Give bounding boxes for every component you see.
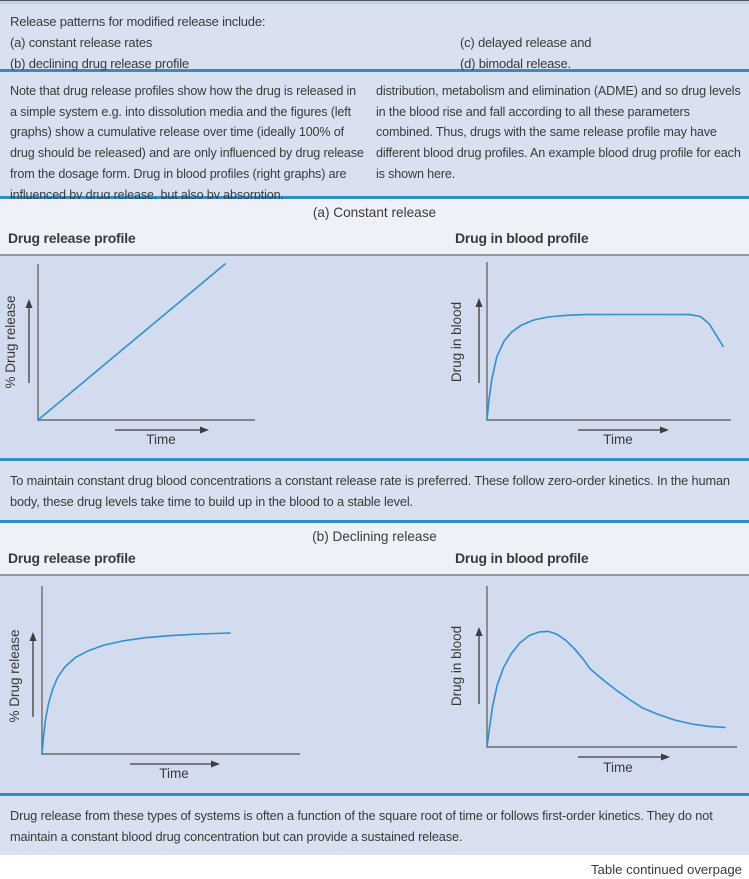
chart-constant-blood-profile: Drug in blood Time	[375, 256, 749, 463]
separator-line	[0, 574, 749, 576]
chart-declining-blood-profile: Drug in blood Time	[375, 576, 749, 798]
chart-axes	[486, 586, 737, 748]
note-right-text: distribution, metabolism and elimination…	[376, 84, 741, 181]
sketch-chart: % Drug release Time	[3, 263, 255, 447]
intro-item-d: (d) bimodal release.	[460, 56, 571, 71]
table-top-accent-strip	[0, 1, 749, 4]
data-curve	[41, 632, 231, 755]
separator-line	[0, 196, 749, 199]
sketch-chart: Drug in blood Time	[449, 586, 737, 775]
intro-title: Release patterns for modified release in…	[10, 14, 266, 29]
section-b-heading: (b) Declining release	[312, 529, 437, 544]
note-row: Note that drug release profiles show how…	[0, 72, 749, 202]
section-a-header: (a) Constant release Drug release profil…	[0, 199, 749, 254]
intro-item-c: (c) delayed release and	[460, 35, 592, 50]
separator-line	[0, 254, 749, 256]
sketch-chart: % Drug release Time	[7, 586, 300, 781]
separator-line	[0, 458, 749, 461]
chart-axes	[486, 262, 731, 421]
separator-line	[0, 520, 749, 523]
x-axis-label: Time	[603, 432, 633, 447]
sketch-chart: Drug in blood Time	[449, 262, 731, 447]
data-curve	[486, 313, 725, 421]
section-a-heading: (a) Constant release	[312, 205, 437, 220]
y-axis-label: Drug in blood	[449, 302, 464, 382]
separator-line	[0, 69, 749, 72]
x-axis-label: Time	[146, 432, 176, 447]
intro-item-a: (a) constant release rates	[10, 35, 153, 50]
section-a-chart-titles: Drug release profile Drug in blood profi…	[0, 230, 749, 247]
chart-axes	[37, 264, 255, 421]
section-a-right-chart-title: Drug in blood profile	[455, 230, 589, 246]
intro-columns: (a) constant release rates (b) declining…	[10, 32, 739, 74]
chart-axes	[41, 586, 300, 755]
y-arrowhead-icon	[475, 298, 483, 307]
section-b-chart-band: % Drug release Time Drug in blood Time	[0, 576, 749, 793]
section-b-left-chart-title: Drug release profile	[8, 550, 136, 566]
section-a-caption-row: To maintain constant drug blood concentr…	[0, 461, 749, 520]
intro-row: Release patterns for modified release in…	[0, 4, 749, 71]
y-axis-label: % Drug release	[7, 629, 22, 722]
section-a-caption: To maintain constant drug blood concentr…	[10, 473, 730, 509]
x-axis-label: Time	[603, 760, 633, 775]
intro-item-b: (b) declining drug release profile	[10, 56, 189, 71]
section-a-left-chart-title: Drug release profile	[8, 230, 136, 246]
y-arrowhead-icon	[475, 627, 483, 636]
y-arrowhead-icon	[29, 632, 37, 641]
section-b-caption: Drug release from these types of systems…	[10, 808, 713, 844]
note-right-column: distribution, metabolism and elimination…	[376, 81, 741, 196]
data-curve	[486, 630, 726, 748]
section-b-right-chart-title: Drug in blood profile	[455, 550, 589, 566]
x-arrowhead-icon	[661, 753, 670, 761]
section-b-chart-titles: Drug release profile Drug in blood profi…	[0, 550, 749, 567]
chart-declining-release-profile: % Drug release Time	[0, 576, 375, 798]
x-arrowhead-icon	[660, 426, 669, 434]
data-curve	[37, 263, 226, 421]
section-b-caption-row: Drug release from these types of systems…	[0, 796, 749, 855]
y-arrowhead-icon	[25, 299, 33, 308]
section-b-header: (b) Declining release Drug release profi…	[0, 523, 749, 574]
section-a-chart-band: % Drug release Time Drug in blood Time	[0, 256, 749, 458]
chart-constant-release-profile: % Drug release Time	[0, 256, 375, 463]
intro-left-column: (a) constant release rates (b) declining…	[10, 32, 460, 74]
note-left-column: Note that drug release profiles show how…	[10, 81, 366, 202]
note-left-text: Note that drug release profiles show how…	[10, 84, 364, 202]
y-axis-label: % Drug release	[3, 295, 18, 388]
x-axis-label: Time	[159, 766, 189, 781]
y-axis-label: Drug in blood	[449, 626, 464, 706]
table-continued-note: Table continued overpage	[590, 862, 742, 877]
separator-line	[0, 793, 749, 796]
x-arrowhead-icon	[200, 426, 209, 434]
modified-release-table: Release patterns for modified release in…	[0, 0, 749, 855]
x-arrowhead-icon	[211, 760, 220, 768]
intro-right-column: (c) delayed release and (d) bimodal rele…	[460, 32, 739, 74]
